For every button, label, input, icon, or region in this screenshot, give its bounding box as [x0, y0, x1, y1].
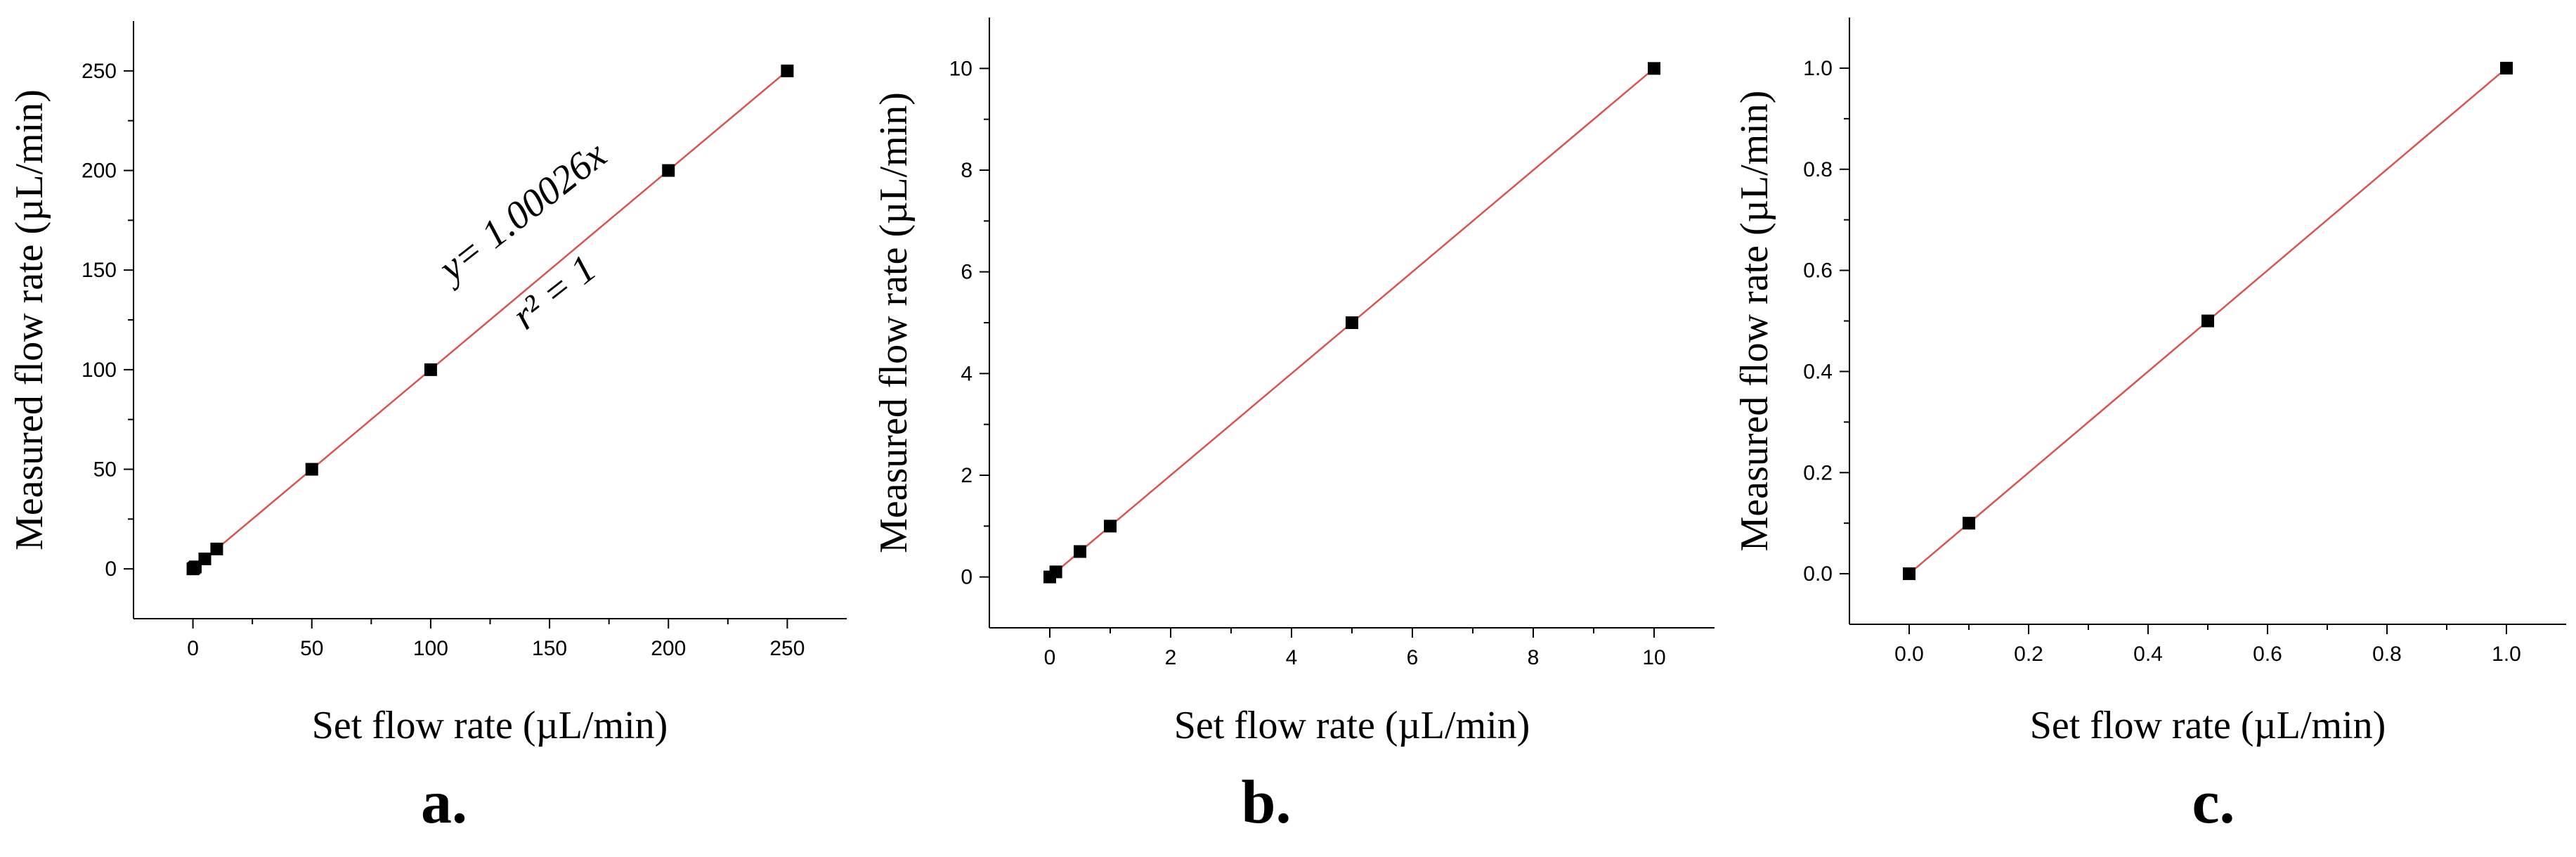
x-tick-label: 0.8	[2372, 643, 2402, 666]
data-point	[1903, 567, 1915, 581]
x-axis-title: Set flow rate (µL/min)	[2030, 704, 2386, 747]
data-point	[1074, 545, 1086, 558]
x-tick-label: 150	[532, 637, 567, 660]
x-tick-label: 0.2	[2014, 643, 2043, 666]
x-tick-label: 1.0	[2492, 643, 2521, 666]
x-axis-title: Set flow rate (µL/min)	[1174, 704, 1530, 747]
x-tick-label: 0.0	[1894, 643, 1924, 666]
data-point	[781, 64, 794, 77]
y-tick-label: 0.6	[1803, 259, 1833, 283]
y-tick-label: 8	[961, 159, 972, 182]
panel-label: a.	[421, 768, 467, 837]
y-tick-label: 0.0	[1803, 562, 1833, 586]
x-tick-label: 250	[769, 637, 805, 660]
y-tick-label: 100	[82, 359, 117, 382]
x-tick-label: 4	[1286, 646, 1298, 669]
x-tick-label: 0	[1044, 646, 1056, 669]
y-tick-label: 0	[105, 558, 117, 581]
x-tick-label: 200	[651, 637, 686, 660]
y-tick-label: 2	[961, 464, 972, 487]
x-tick-label: 6	[1407, 646, 1419, 669]
panel-label: c.	[2192, 768, 2235, 837]
panel-label: b.	[1242, 768, 1292, 837]
y-tick-label: 1.0	[1803, 57, 1833, 80]
data-point	[1104, 520, 1117, 533]
y-tick-label: 50	[93, 458, 117, 482]
y-tick-label: 0.4	[1803, 360, 1833, 383]
data-point	[198, 553, 212, 565]
data-point	[1963, 517, 1975, 530]
data-point	[210, 542, 223, 555]
data-point	[1346, 316, 1358, 329]
y-tick-label: 10	[949, 57, 972, 80]
fit-line	[192, 70, 788, 570]
data-point	[2500, 61, 2513, 75]
data-point	[188, 560, 202, 574]
y-axis-title: Measured flow rate (µL/min)	[1733, 91, 1776, 552]
data-point	[1648, 62, 1660, 75]
data-point	[424, 363, 437, 376]
x-tick-label: 2	[1165, 646, 1177, 669]
x-tick-label: 10	[1642, 646, 1665, 669]
y-tick-label: 6	[961, 261, 972, 284]
y-tick-label: 0.2	[1803, 461, 1833, 484]
y-axis-title: Measured flow rate (µL/min)	[8, 89, 51, 550]
y-tick-label: 0	[961, 566, 972, 589]
x-tick-label: 50	[300, 637, 323, 660]
x-tick-label: 100	[413, 637, 448, 660]
y-tick-label: 4	[961, 362, 972, 385]
x-axis-title: Set flow rate (µL/min)	[312, 704, 668, 747]
data-point	[2201, 314, 2214, 328]
data-point	[1049, 565, 1062, 579]
y-axis-title: Measured flow rate (µL/min)	[872, 92, 916, 553]
y-tick-label: 150	[82, 259, 117, 282]
data-point	[662, 164, 675, 177]
x-tick-label: 0.6	[2253, 643, 2282, 666]
x-tick-label: 8	[1528, 646, 1540, 669]
x-tick-label: 0	[187, 637, 199, 660]
x-tick-label: 0.4	[2133, 643, 2163, 666]
data-point	[305, 463, 318, 476]
y-tick-label: 250	[82, 60, 117, 83]
y-tick-label: 0.8	[1803, 158, 1833, 181]
y-tick-label: 200	[82, 160, 117, 183]
